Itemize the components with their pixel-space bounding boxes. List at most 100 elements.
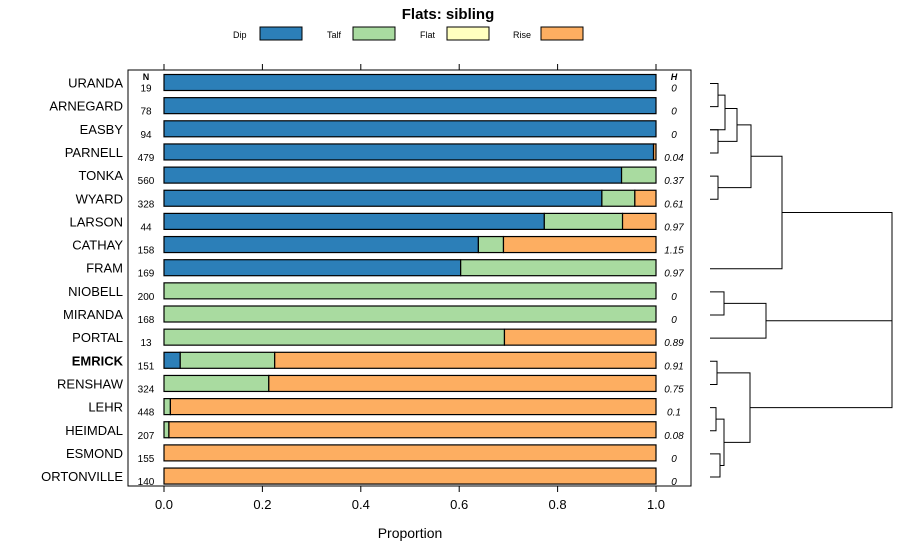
dendrogram — [710, 83, 893, 478]
h-value: 0.75 — [664, 384, 684, 395]
n-value: 19 — [140, 84, 152, 95]
bar-segment-talf — [163, 374, 270, 393]
h-value: 0 — [671, 84, 677, 95]
x-tick-label: 0.6 — [450, 497, 468, 512]
bar-segment-talf — [163, 282, 657, 300]
h-value: 0.97 — [664, 269, 684, 280]
bar-segment-dip — [163, 120, 657, 138]
y-label: LARSON — [70, 214, 123, 229]
y-label: HEIMDAL — [65, 423, 123, 438]
h-column: H 0 0 0 0.04 0.37 0.61 0.97 1.15 0.97 0 0 0.89 0.91 0.… — [664, 72, 684, 488]
y-label: RENSHAW — [57, 376, 124, 391]
h-value: 0 — [671, 107, 677, 118]
bar-segment-dip — [163, 97, 657, 115]
h-value: 0.89 — [664, 338, 684, 349]
x-axis-label: Proportion — [378, 525, 443, 541]
bar-segment-dip — [163, 189, 603, 207]
h-value: 0 — [671, 315, 677, 326]
legend-label-talf: Talf — [327, 30, 342, 40]
n-value: 140 — [138, 477, 155, 488]
bar-segment-rise — [168, 421, 657, 439]
n-value: 207 — [138, 431, 155, 442]
h-value: 0 — [671, 130, 677, 141]
n-value: 44 — [140, 222, 152, 233]
x-tick-label: 0.2 — [253, 497, 271, 512]
x-tick-label: 1.0 — [647, 497, 665, 512]
n-header: N — [143, 72, 150, 82]
bar-segment-dip — [163, 73, 657, 92]
h-value: 0.97 — [664, 222, 684, 233]
h-value: 0.91 — [664, 361, 683, 372]
chart-title: Flats: sibling — [402, 6, 495, 23]
h-value: 0 — [671, 477, 677, 488]
x-axis: 0.0 0.2 0.4 0.6 0.8 1.0 — [155, 64, 665, 512]
y-label: CATHAY — [72, 238, 123, 253]
bar-segment-dip — [163, 166, 623, 184]
dendrogram-branch — [717, 372, 751, 443]
y-label: ORTONVILLE — [41, 469, 123, 484]
y-label: PORTAL — [72, 330, 123, 345]
n-value: 78 — [140, 107, 152, 118]
n-value: 168 — [138, 315, 155, 326]
n-value: 158 — [138, 246, 155, 257]
y-label: TONKA — [78, 168, 123, 183]
plot-frame — [127, 69, 692, 487]
h-value: 0.37 — [664, 176, 684, 187]
legend-label-rise: Rise — [513, 30, 531, 40]
dendrogram-branch — [710, 453, 721, 478]
n-value: 479 — [138, 153, 155, 164]
legend: Dip Talf Flat Rise — [233, 26, 584, 41]
dendrogram-branch — [766, 211, 893, 322]
dendrogram-branch — [710, 129, 719, 154]
h-value: 0.61 — [664, 199, 683, 210]
legend-swatch-dip — [259, 26, 303, 41]
bar-segment-talf — [163, 421, 170, 439]
bar-segment-rise — [621, 212, 657, 230]
y-label: EMRICK — [72, 353, 124, 368]
n-value: 155 — [138, 454, 155, 465]
h-value: 0 — [671, 292, 677, 303]
bars — [163, 73, 657, 485]
bar-segment-talf — [543, 212, 624, 230]
y-label: WYARD — [76, 191, 123, 206]
bar-segment-rise — [163, 467, 657, 485]
dendrogram-branch — [718, 107, 738, 142]
n-column: N 19 78 94 479 560 328 44 158 169 200 168 13 151 324 44… — [138, 72, 155, 488]
bar-segment-dip — [163, 259, 462, 277]
h-value: 1.15 — [664, 246, 684, 257]
n-value: 13 — [140, 338, 152, 349]
bar-segment-rise — [163, 444, 657, 462]
bar-segment-talf — [163, 328, 506, 346]
bar-segment-dip — [163, 235, 479, 254]
y-label: URANDA — [68, 76, 123, 91]
bar-segment-rise — [503, 328, 657, 346]
bar-segment-rise — [268, 374, 657, 393]
legend-label-flat: Flat — [420, 30, 436, 40]
dendrogram-branch — [710, 175, 719, 200]
n-value: 328 — [138, 199, 155, 210]
legend-swatch-rise — [540, 26, 584, 41]
y-label: EASBY — [80, 122, 124, 137]
n-value: 560 — [138, 176, 155, 187]
bar-segment-talf — [460, 259, 657, 277]
y-label: PARNELL — [65, 145, 123, 160]
h-value: 0 — [671, 454, 677, 465]
dendrogram-branch — [710, 291, 725, 316]
y-axis-labels: URANDA ARNEGARD EASBY PARNELL TONKA WYARD LARS… — [41, 76, 124, 485]
dendrogram-branch — [710, 83, 719, 108]
y-label: MIRANDA — [63, 307, 123, 322]
bar-segment-talf — [179, 351, 276, 369]
bar-segment-talf — [601, 189, 636, 207]
dendrogram-branch — [710, 302, 767, 339]
bar-segment-dip — [163, 212, 545, 230]
dendrogram-branch — [710, 360, 718, 385]
x-tick-label: 0.8 — [549, 497, 567, 512]
bar-segment-dip — [163, 143, 655, 161]
y-label: FRAM — [86, 261, 123, 276]
bar-segment-rise — [502, 235, 657, 254]
n-value: 200 — [138, 292, 155, 303]
n-value: 151 — [138, 361, 155, 372]
dendrogram-branch — [718, 124, 752, 189]
bar-segment-dip — [163, 351, 181, 369]
